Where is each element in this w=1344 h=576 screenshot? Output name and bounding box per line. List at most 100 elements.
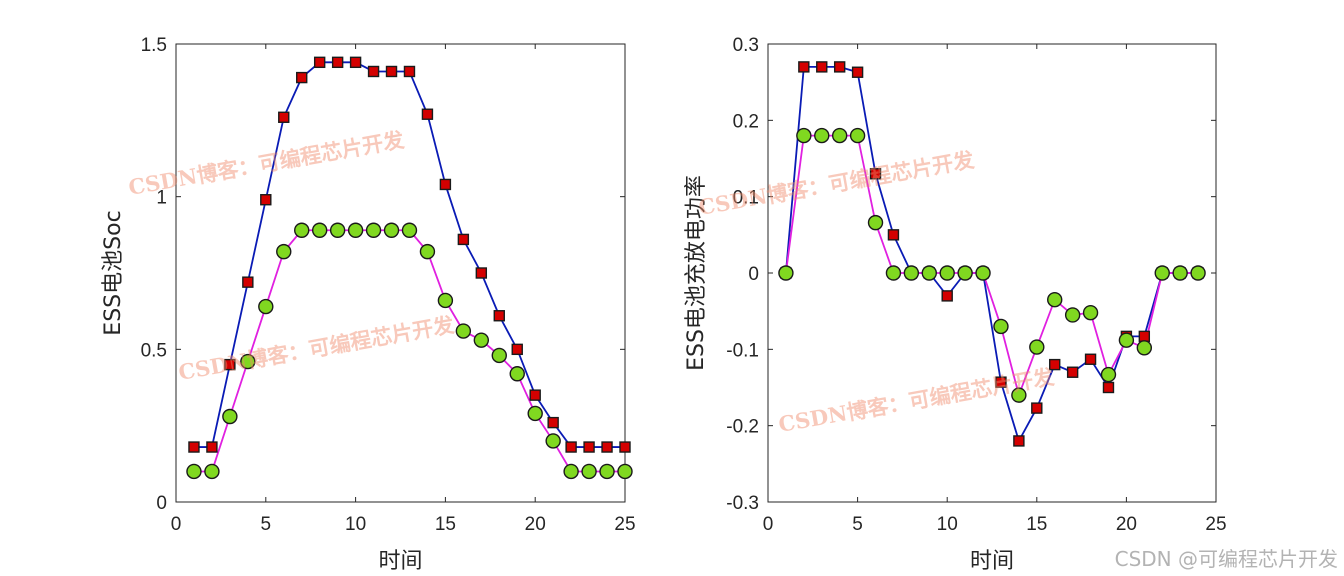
point-square: [565, 441, 577, 453]
point-circle: [1100, 366, 1117, 383]
x-tick-label: 20: [1116, 514, 1137, 535]
point-circle: [831, 127, 848, 144]
y-axis-label: ESS电池充放电功率: [684, 175, 709, 371]
point-square: [224, 358, 236, 371]
point-circle: [1118, 332, 1135, 348]
y-tick-label: 0.5: [141, 340, 167, 361]
y-tick-label: 1.5: [141, 35, 167, 56]
point-square: [278, 111, 290, 123]
point-square: [475, 267, 488, 279]
y-tick-label: 0.1: [733, 188, 759, 209]
point-circle: [1047, 292, 1063, 308]
point-circle: [1172, 265, 1188, 281]
watermark-text: CSDN博客：可编程芯片开发: [177, 312, 457, 385]
point-square: [869, 168, 882, 180]
point-circle: [347, 222, 364, 238]
point-square: [1013, 435, 1025, 447]
point-circle: [1136, 340, 1153, 356]
point-circle: [294, 222, 310, 238]
point-square: [547, 416, 559, 429]
point-square: [995, 376, 1007, 388]
point-square: [313, 56, 326, 69]
point-square: [403, 65, 416, 78]
point-circle: [921, 265, 937, 281]
point-circle: [401, 222, 418, 238]
point-square: [260, 194, 272, 206]
point-circle: [419, 243, 436, 260]
point-square: [457, 233, 470, 246]
axes-box: [767, 43, 1217, 503]
point-circle: [1082, 304, 1099, 321]
point-circle: [975, 265, 991, 281]
point-circle: [778, 265, 794, 281]
point-square: [242, 276, 254, 288]
point-circle: [1029, 339, 1045, 355]
point-circle: [455, 323, 472, 339]
point-circle: [617, 463, 633, 480]
x-axis-label: 时间: [378, 549, 422, 574]
point-square: [296, 71, 308, 84]
point-square: [1102, 381, 1115, 394]
watermark-text: CSDN博客：可编程芯片开发: [697, 147, 977, 220]
point-circle: [814, 127, 830, 144]
point-circle: [365, 222, 382, 238]
x-tick-label: 25: [614, 514, 635, 535]
point-square: [511, 343, 523, 356]
point-square: [529, 389, 541, 401]
axes-box: [175, 43, 626, 503]
point-circle: [867, 214, 884, 231]
point-circle: [186, 463, 202, 480]
point-circle: [1190, 265, 1206, 281]
point-circle: [957, 265, 973, 281]
x-tick-label: 15: [1026, 514, 1047, 535]
point-circle: [258, 298, 274, 315]
point-circle: [204, 463, 220, 480]
point-square: [1138, 330, 1151, 343]
point-square: [206, 441, 218, 453]
point-square: [367, 65, 380, 78]
point-circle: [1154, 265, 1170, 281]
point-circle: [527, 405, 543, 422]
point-circle: [581, 463, 597, 480]
point-circle: [939, 265, 955, 281]
point-square: [941, 290, 953, 302]
x-tick-label: 0: [171, 514, 182, 535]
point-circle: [240, 353, 256, 370]
point-circle: [903, 265, 920, 281]
point-circle: [329, 222, 346, 238]
point-circle: [437, 292, 454, 309]
point-square: [833, 61, 846, 73]
y-tick-label: -0.2: [726, 417, 759, 438]
point-square: [887, 229, 900, 241]
x-axis-label: 时间: [970, 549, 1014, 574]
point-circle: [1011, 387, 1027, 403]
point-circle: [545, 433, 561, 449]
y-axis-label: ESS电池Soc: [101, 210, 126, 335]
point-square: [439, 178, 452, 191]
point-square: [1084, 353, 1097, 365]
y-tick-label: 0: [156, 493, 167, 514]
point-circle: [222, 408, 238, 425]
y-tick-label: 1: [156, 188, 167, 209]
point-square: [349, 56, 362, 69]
point-circle: [1064, 307, 1081, 323]
watermark-text: CSDN博客：可编程芯片开发: [127, 127, 407, 200]
point-square: [816, 61, 828, 73]
x-tick-label: 5: [261, 514, 272, 535]
x-tick-label: 10: [345, 514, 366, 535]
point-circle: [276, 243, 292, 260]
y-tick-label: -0.1: [726, 340, 759, 361]
point-circle: [383, 222, 400, 238]
point-square: [619, 441, 631, 453]
point-square: [421, 108, 434, 120]
point-circle: [599, 463, 615, 480]
point-square: [493, 310, 505, 322]
x-tick-label: 20: [525, 514, 546, 535]
series-line-series-a: [193, 61, 625, 448]
point-circle: [311, 222, 328, 238]
y-tick-label: 0.3: [733, 35, 759, 56]
point-square: [1049, 358, 1061, 371]
x-tick-label: 15: [435, 514, 456, 535]
x-tick-label: 5: [852, 514, 863, 535]
x-tick-label: 10: [937, 514, 958, 535]
